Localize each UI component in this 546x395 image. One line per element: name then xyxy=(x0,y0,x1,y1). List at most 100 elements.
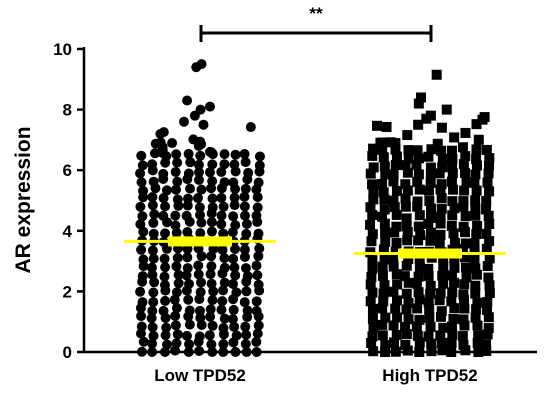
data-point xyxy=(171,261,182,272)
data-point xyxy=(239,297,250,308)
data-point xyxy=(413,221,424,232)
data-point xyxy=(219,177,230,188)
data-point xyxy=(391,221,402,232)
data-point xyxy=(149,209,160,220)
data-point xyxy=(388,254,399,265)
data-point xyxy=(162,339,173,350)
data-point xyxy=(484,280,495,291)
data-point xyxy=(229,159,240,170)
data-point xyxy=(377,137,388,148)
data-point xyxy=(195,104,206,115)
data-point xyxy=(240,263,251,274)
data-point xyxy=(183,168,194,179)
data-point xyxy=(158,168,169,179)
y-ticks-layer: 0 2 4 6 8 10 xyxy=(53,40,84,362)
data-point xyxy=(438,322,449,333)
data-point xyxy=(253,177,264,188)
x-tick-label-low: Low TPD52 xyxy=(154,366,246,385)
data-point xyxy=(172,329,183,340)
data-point xyxy=(159,271,170,282)
data-point xyxy=(391,295,402,306)
data-point xyxy=(413,98,424,109)
data-point xyxy=(401,213,412,224)
data-point xyxy=(483,323,494,334)
data-point xyxy=(218,285,229,296)
data-point xyxy=(449,277,460,288)
data-point xyxy=(469,238,480,249)
data-point xyxy=(470,312,481,323)
data-point xyxy=(400,160,411,171)
data-point xyxy=(219,313,230,324)
data-point xyxy=(368,194,379,205)
data-point xyxy=(160,228,171,239)
data-point xyxy=(390,246,401,257)
data-point xyxy=(378,244,389,255)
y-tick-label: 8 xyxy=(63,101,72,120)
data-point xyxy=(251,210,262,221)
data-point xyxy=(229,321,240,332)
data-points-layer xyxy=(135,59,495,357)
data-point xyxy=(458,314,469,325)
y-tick-label: 6 xyxy=(63,161,72,180)
data-point xyxy=(414,314,425,325)
data-point xyxy=(171,227,182,238)
data-point xyxy=(412,176,423,187)
data-point xyxy=(241,228,252,239)
data-point xyxy=(471,304,482,315)
data-point xyxy=(170,210,181,221)
data-point xyxy=(365,279,376,290)
data-point xyxy=(185,157,196,168)
data-point xyxy=(146,262,157,273)
data-point xyxy=(196,59,207,70)
data-point xyxy=(415,230,426,241)
data-point xyxy=(195,136,206,147)
data-point xyxy=(460,211,471,222)
data-point xyxy=(159,253,170,264)
data-point xyxy=(388,286,399,297)
data-point xyxy=(254,151,265,162)
data-point xyxy=(380,340,391,351)
data-point xyxy=(148,176,159,187)
data-point xyxy=(484,236,495,247)
data-point xyxy=(207,202,218,213)
data-point xyxy=(217,244,228,255)
data-point xyxy=(434,238,445,249)
data-point xyxy=(483,210,494,221)
data-point xyxy=(367,331,378,342)
data-point xyxy=(392,279,403,290)
data-point xyxy=(206,217,217,228)
data-point xyxy=(227,314,238,325)
data-point xyxy=(401,304,412,315)
data-point xyxy=(231,287,242,298)
data-point xyxy=(448,184,459,195)
data-point xyxy=(194,305,205,316)
data-point xyxy=(400,339,411,350)
data-point xyxy=(481,228,492,239)
data-point xyxy=(400,179,411,190)
data-point xyxy=(473,330,484,341)
data-point xyxy=(377,178,388,189)
data-point xyxy=(204,330,215,341)
data-point xyxy=(472,220,483,231)
data-point xyxy=(147,200,158,211)
data-point xyxy=(206,226,217,237)
data-point xyxy=(437,162,448,173)
data-point xyxy=(150,138,161,149)
data-point xyxy=(171,149,182,160)
data-point xyxy=(135,219,146,230)
data-point xyxy=(171,184,182,195)
data-point xyxy=(205,311,216,322)
data-point xyxy=(365,168,376,179)
data-point xyxy=(470,280,481,291)
data-point xyxy=(448,228,459,239)
data-point xyxy=(228,253,239,264)
data-point xyxy=(239,251,250,262)
data-point xyxy=(182,252,193,263)
data-point xyxy=(254,160,265,171)
data-point xyxy=(484,186,495,197)
data-point xyxy=(230,220,241,231)
data-point xyxy=(461,177,472,188)
data-point xyxy=(425,288,436,299)
data-point xyxy=(161,185,172,196)
data-point xyxy=(472,337,483,348)
